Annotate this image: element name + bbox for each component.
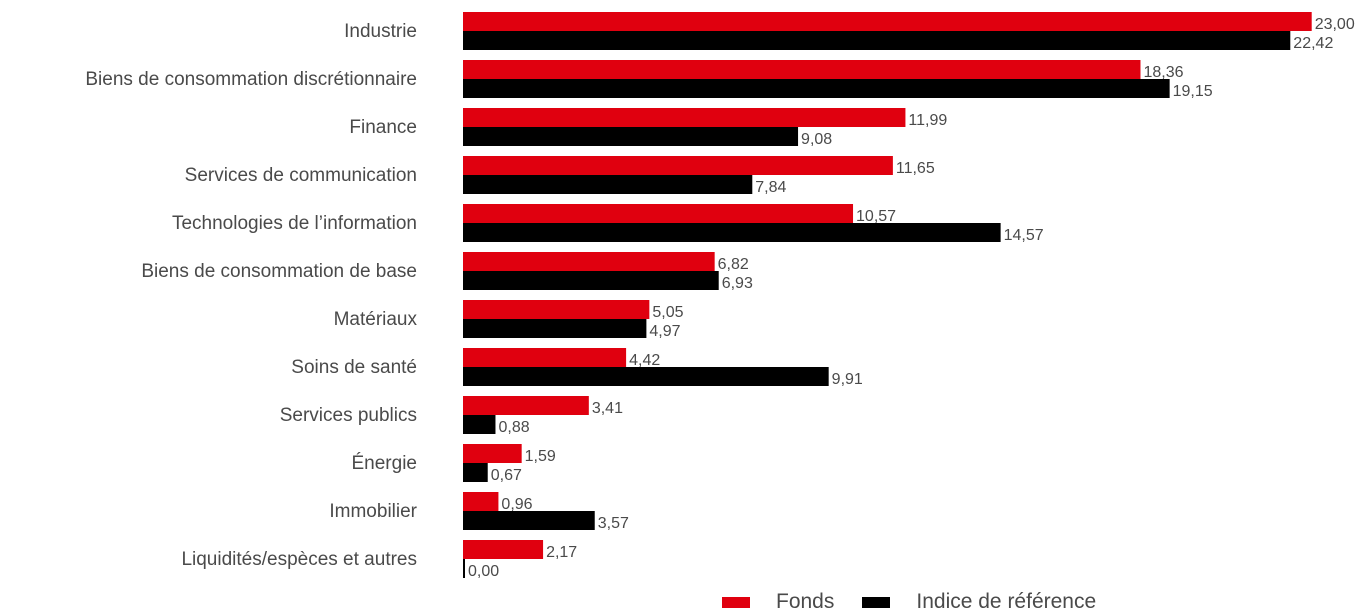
bar-indice-biens-de-consommation-discretionnaire: [463, 79, 1170, 98]
value-label-indice-technologies-de-l-information: 14,57: [1004, 227, 1044, 244]
legend-label-fonds: Fonds: [776, 590, 835, 613]
bar-fonds-industrie: [463, 12, 1312, 31]
category-label-soins-de-sante: Soins de santé: [291, 357, 417, 378]
legend-swatch-indice: [862, 596, 891, 608]
value-label-fonds-biens-de-consommation-de-base: 6,82: [718, 256, 749, 273]
category-label-energie: Énergie: [352, 453, 418, 474]
category-label-industrie: Industrie: [344, 21, 417, 42]
value-label-indice-liquidites-especes-et-autres: 0,00: [468, 563, 499, 580]
value-label-fonds-materiaux: 5,05: [652, 304, 683, 321]
value-label-fonds-services-de-communication: 11,65: [896, 160, 935, 177]
bar-indice-soins-de-sante: [463, 367, 829, 386]
bar-fonds-biens-de-consommation-de-base: [463, 252, 715, 271]
value-label-indice-services-publics: 0,88: [498, 419, 529, 436]
bar-indice-technologies-de-l-information: [463, 223, 1001, 242]
chart-legend: Fonds Indice de référence: [722, 590, 1124, 614]
bar-indice-liquidites-especes-et-autres: [463, 559, 465, 578]
value-label-indice-materiaux: 4,97: [649, 323, 680, 340]
value-label-fonds-energie: 1,59: [525, 448, 556, 465]
category-label-biens-de-consommation-discretionnaire: Biens de consommation discrétionnaire: [85, 69, 417, 90]
value-label-fonds-finance: 11,99: [908, 112, 947, 129]
bar-fonds-services-de-communication: [463, 156, 893, 175]
bar-fonds-energie: [463, 444, 522, 463]
bar-fonds-finance: [463, 108, 906, 127]
bar-fonds-technologies-de-l-information: [463, 204, 854, 223]
bar-indice-industrie: [463, 31, 1291, 50]
legend-label-indice: Indice de référence: [916, 590, 1097, 613]
category-label-services-publics: Services publics: [280, 405, 417, 426]
value-label-fonds-immobilier: 0,96: [501, 496, 532, 513]
value-label-indice-immobilier: 3,57: [598, 515, 629, 532]
category-label-liquidites-especes-et-autres: Liquidités/espèces et autres: [181, 549, 417, 570]
category-label-biens-de-consommation-de-base: Biens de consommation de base: [141, 261, 417, 282]
bar-fonds-materiaux: [463, 300, 650, 319]
value-label-fonds-industrie: 23,00: [1315, 16, 1355, 33]
category-label-finance: Finance: [349, 117, 417, 138]
value-label-indice-soins-de-sante: 9,91: [832, 371, 863, 388]
legend-item-indice: Indice de référence: [862, 590, 1096, 614]
bar-indice-energie: [463, 463, 488, 482]
value-label-fonds-services-publics: 3,41: [592, 400, 623, 417]
bar-fonds-immobilier: [463, 492, 499, 511]
category-label-immobilier: Immobilier: [329, 501, 417, 522]
value-label-indice-energie: 0,67: [491, 467, 522, 484]
value-label-fonds-soins-de-sante: 4,42: [629, 352, 660, 369]
bar-indice-finance: [463, 127, 799, 146]
bar-indice-materiaux: [463, 319, 647, 338]
value-label-fonds-liquidites-especes-et-autres: 2,17: [546, 544, 577, 561]
bar-indice-services-de-communication: [463, 175, 753, 194]
category-label-materiaux: Matériaux: [334, 309, 418, 330]
value-label-indice-services-de-communication: 7,84: [755, 179, 786, 196]
value-label-indice-biens-de-consommation-discretionnaire: 19,15: [1173, 83, 1213, 100]
value-label-fonds-technologies-de-l-information: 10,57: [856, 208, 896, 225]
legend-item-fonds: Fonds: [722, 590, 834, 614]
bar-indice-biens-de-consommation-de-base: [463, 271, 719, 290]
legend-swatch-fonds: [722, 596, 750, 608]
bar-fonds-biens-de-consommation-discretionnaire: [463, 60, 1141, 79]
value-label-fonds-biens-de-consommation-discretionnaire: 18,36: [1143, 64, 1183, 81]
bar-fonds-services-publics: [463, 396, 589, 415]
value-label-indice-finance: 9,08: [801, 131, 832, 148]
category-label-technologies-de-l-information: Technologies de l’information: [172, 213, 417, 234]
bar-fonds-soins-de-sante: [463, 348, 627, 367]
category-label-services-de-communication: Services de communication: [185, 165, 417, 186]
value-label-indice-industrie: 22,42: [1293, 35, 1333, 52]
value-label-indice-biens-de-consommation-de-base: 6,93: [722, 275, 753, 292]
bar-indice-services-publics: [463, 415, 496, 434]
bar-indice-immobilier: [463, 511, 595, 530]
bar-fonds-liquidites-especes-et-autres: [463, 540, 544, 559]
